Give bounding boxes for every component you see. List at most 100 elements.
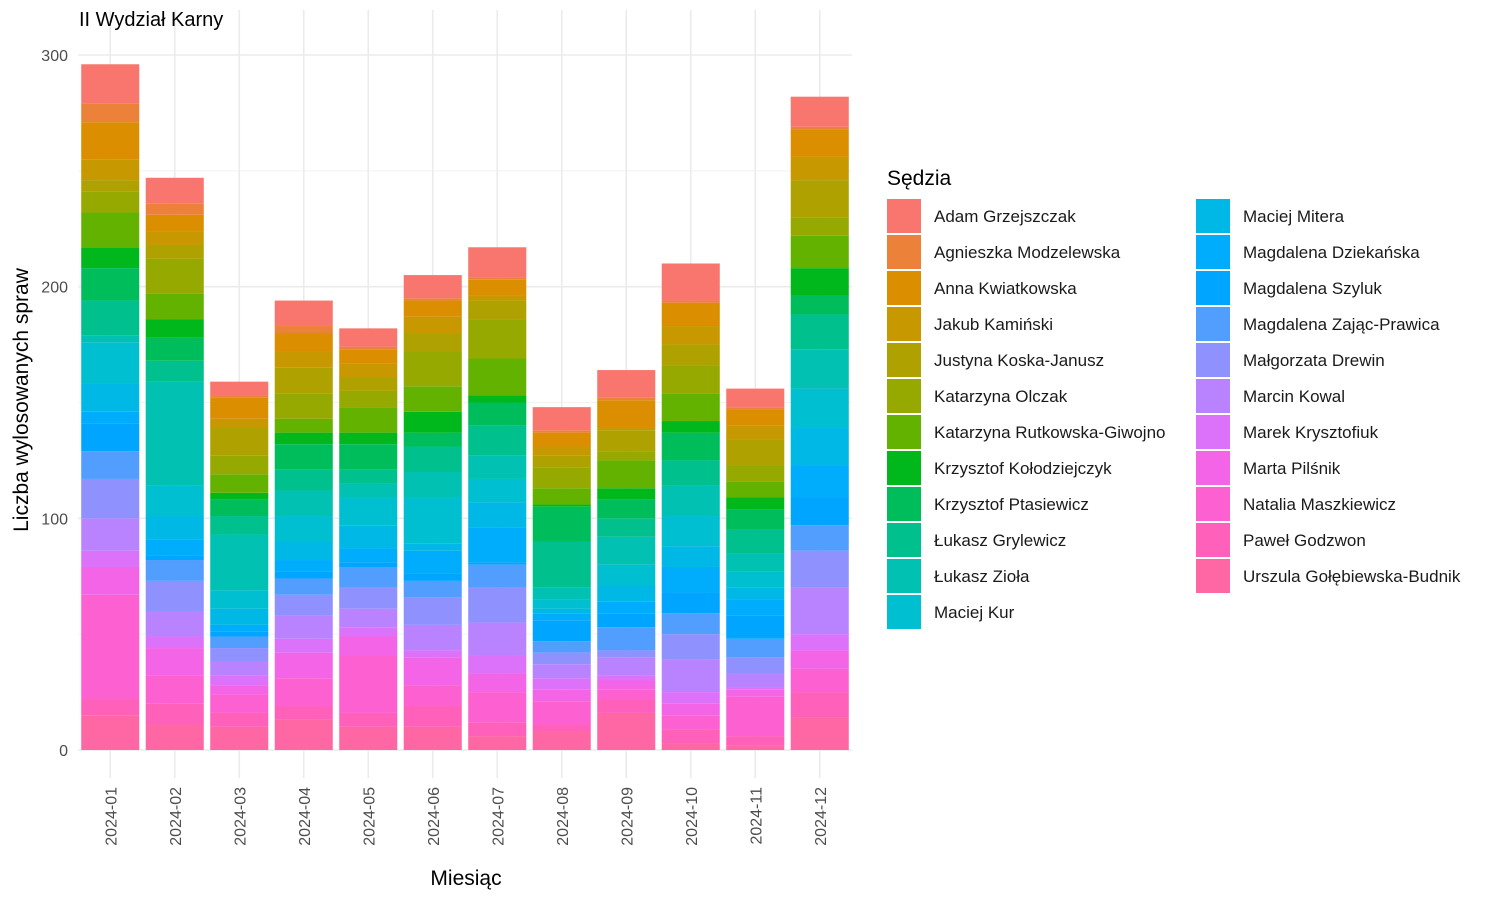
bar-segment: Katarzyna Rutkowska-Giwojno 2024-02: 11 <box>145 293 204 320</box>
x-tick-label: 2024-03 <box>232 787 249 846</box>
bar-segment: Adam Grzejszczak 2024-11: 8 <box>726 388 785 408</box>
legend-label: Katarzyna Rutkowska-Giwojno <box>934 423 1165 442</box>
x-tick-label: 2024-05 <box>361 787 378 846</box>
bar-segment: Łukasz Grylewicz 2024-11: 10 <box>726 529 785 554</box>
bar-segment: Magdalena Zając-Prawica 2024-12: 11 <box>790 525 849 551</box>
bar-segment: Marcin Kowal 2024-01: 14 <box>81 518 140 551</box>
bar-segment: Łukasz Grylewicz 2024-08: 20 <box>532 541 591 588</box>
bar-segment: Anna Kwiatkowska 2024-12: 12 <box>790 129 849 157</box>
bar-segment: Łukasz Zioła 2024-08: 5 <box>532 587 591 600</box>
bar-segment: Katarzyna Olczak 2024-08: 9 <box>532 467 591 489</box>
legend-label: Krzysztof Ptasiewicz <box>934 495 1089 514</box>
bar-segment: Justyna Koska-Janusz 2024-12: 16 <box>790 180 849 218</box>
bar-segment: Justyna Koska-Janusz 2024-07: 8 <box>468 300 527 320</box>
bar-segment: Maciej Kur 2024-09: 9 <box>597 564 656 586</box>
bar-segment: Łukasz Zioła 2024-11: 8 <box>726 553 785 572</box>
bar-segment: Łukasz Grylewicz 2024-01: 15 <box>81 300 140 336</box>
bar-segment: Magdalena Zając-Prawica 2024-04: 7 <box>274 578 333 595</box>
bar-segment: Marek Krysztofiuk 2024-02: 5 <box>145 636 204 649</box>
bar-segment: Małgorzata Drewin 2024-06: 12 <box>403 597 462 625</box>
bar-segment: Maciej Mitera 2024-11: 5 <box>726 587 785 600</box>
legend-label: Paweł Godzwon <box>1243 531 1366 550</box>
bar-segment: Marek Krysztofiuk 2024-04: 6 <box>274 638 333 653</box>
bar-segment: Magdalena Dziekańska 2024-07: 15 <box>468 527 527 563</box>
bar-segment: Natalia Maszkiewicz 2024-02: 12 <box>145 675 204 704</box>
x-tick-label: 2024-12 <box>813 787 830 846</box>
legend-key <box>887 559 921 593</box>
bar-segment: Katarzyna Rutkowska-Giwojno 2024-03: 8 <box>210 474 269 493</box>
bar-segment: Magdalena Dziekańska 2024-10: 11 <box>661 566 720 593</box>
bar-segment: Katarzyna Rutkowska-Giwojno 2024-01: 15 <box>81 212 140 248</box>
x-tick-label: 2024-08 <box>555 787 572 846</box>
bar-segment: Adam Grzejszczak 2024-06: 10 <box>403 275 462 299</box>
bar-segment: Maciej Mitera 2024-08: 2 <box>532 608 591 614</box>
bar-segment: Jakub Kamiński 2024-08: 4 <box>532 446 591 456</box>
bar-segment: Magdalena Zając-Prawica 2024-10: 9 <box>661 613 720 635</box>
bar-segment: Maciej Kur 2024-02: 13 <box>145 485 204 517</box>
bar-segment: Jakub Kamiński 2024-06: 7 <box>403 316 462 333</box>
legend-label: Anna Kwiatkowska <box>934 279 1077 298</box>
bar-segment: Marcin Kowal 2024-04: 10 <box>274 615 333 639</box>
bar-segment: Magdalena Dziekańska 2024-04: 5 <box>274 560 333 572</box>
bar-segment: Magdalena Zając-Prawica 2024-05: 9 <box>339 566 398 588</box>
bar-segment: Anna Kwiatkowska 2024-09: 12 <box>597 400 656 428</box>
bar-segment: Magdalena Zając-Prawica 2024-07: 10 <box>468 564 527 588</box>
bar-segment: Justyna Koska-Janusz 2024-11: 11 <box>726 439 785 466</box>
bar-segment: Marek Krysztofiuk 2024-12: 7 <box>790 634 849 651</box>
bar-segment: Magdalena Dziekańska 2024-02: 7 <box>145 539 204 556</box>
bar-segment: Łukasz Grylewicz 2024-05: 6 <box>339 469 398 484</box>
bar-segment: Justyna Koska-Janusz 2024-01: 5 <box>81 180 140 192</box>
bar-segment: Agnieszka Modzelewska 2024-12: 1 <box>790 126 849 130</box>
bar-segment: Małgorzata Drewin 2024-01: 17 <box>81 478 140 519</box>
bar-segment: Łukasz Grylewicz 2024-04: 9 <box>274 469 333 491</box>
bar-segment: Marek Krysztofiuk 2024-03: 4 <box>210 675 269 686</box>
bar-segment: Marta Pilśnik 2024-07: 8 <box>468 673 527 693</box>
bar-segment: Agnieszka Modzelewska 2024-05: 1 <box>339 346 398 350</box>
legend-label: Agnieszka Modzelewska <box>934 243 1121 262</box>
bar-segment: Urszula Gołębiewska-Budnik 2024-06: 10 <box>403 726 462 750</box>
bar-segment: Urszula Gołębiewska-Budnik 2024-03: 10 <box>210 726 269 750</box>
bar-segment: Agnieszka Modzelewska 2024-11: 1 <box>726 407 785 410</box>
x-tick-label: 2024-04 <box>297 787 314 846</box>
bar-segment: Magdalena Szyluk 2024-10: 9 <box>661 592 720 614</box>
bar-segment: Agnieszka Modzelewska 2024-03: 1 <box>210 395 269 398</box>
bar-segment: Agnieszka Modzelewska 2024-09: 1 <box>597 397 656 401</box>
bar-segment: Magdalena Dziekańska 2024-03: 3 <box>210 624 269 632</box>
bar-segment: Marta Pilśnik 2024-12: 8 <box>790 650 849 669</box>
bar-segment: Małgorzata Drewin 2024-05: 9 <box>339 587 398 609</box>
bar-segment: Adam Grzejszczak 2024-03: 6 <box>210 381 269 396</box>
bar-segment: Magdalena Zając-Prawica 2024-08: 5 <box>532 641 591 653</box>
legend-key <box>1196 523 1230 557</box>
bar-segment: Krzysztof Ptasiewicz 2024-01: 14 <box>81 268 140 301</box>
bar-segment: Natalia Maszkiewicz 2024-03: 8 <box>210 694 269 713</box>
bar-segment: Magdalena Szyluk 2024-06: 3 <box>403 573 462 581</box>
bar-segment: Urszula Gołębiewska-Budnik 2024-07: 6 <box>468 736 527 750</box>
bar-segment: Krzysztof Ptasiewicz 2024-07: 10 <box>468 402 527 426</box>
bar-segment: Katarzyna Olczak 2024-03: 8 <box>210 455 269 475</box>
legend-label: Jakub Kamiński <box>934 315 1053 334</box>
bar-segment: Łukasz Grylewicz 2024-09: 8 <box>597 518 656 537</box>
x-tick-label: 2024-06 <box>426 787 443 846</box>
bar-segment: Katarzyna Olczak 2024-01: 9 <box>81 191 140 213</box>
legend-label: Urszula Gołębiewska-Budnik <box>1243 567 1461 586</box>
chart-title: II Wydział Karny <box>79 9 223 31</box>
legend: Sędzia Adam Grzejszczak Agnieszka Modzele… <box>887 167 1461 629</box>
bar-segment: Katarzyna Olczak 2024-09: 4 <box>597 451 656 461</box>
legend-key <box>887 271 921 305</box>
bar-segment: Maciej Mitera 2024-05: 10 <box>339 525 398 549</box>
bar-segment: Łukasz Grylewicz 2024-02: 9 <box>145 360 204 382</box>
bar-segment: Krzysztof Ptasiewicz 2024-12: 8 <box>790 295 849 315</box>
bar-segment: Katarzyna Rutkowska-Giwojno 2024-08: 7 <box>532 488 591 505</box>
bar-segment: Magdalena Szyluk 2024-11: 10 <box>726 615 785 639</box>
bar-segment: Małgorzata Drewin 2024-07: 15 <box>468 587 527 623</box>
bar-segment: Natalia Maszkiewicz 2024-08: 10 <box>532 701 591 725</box>
bar-segment: Adam Grzejszczak 2024-08: 10 <box>532 407 591 431</box>
legend-key <box>887 379 921 413</box>
bar-segment: Agnieszka Modzelewska 2024-01: 8 <box>81 103 140 123</box>
bar-segment: Katarzyna Rutkowska-Giwojno 2024-09: 12 <box>597 460 656 489</box>
bar-segment: Jakub Kamiński 2024-11: 6 <box>726 425 785 440</box>
bar-segment: Magdalena Dziekańska 2024-12: 14 <box>790 465 849 498</box>
bar-segment: Marcin Kowal 2024-07: 14 <box>468 622 527 656</box>
